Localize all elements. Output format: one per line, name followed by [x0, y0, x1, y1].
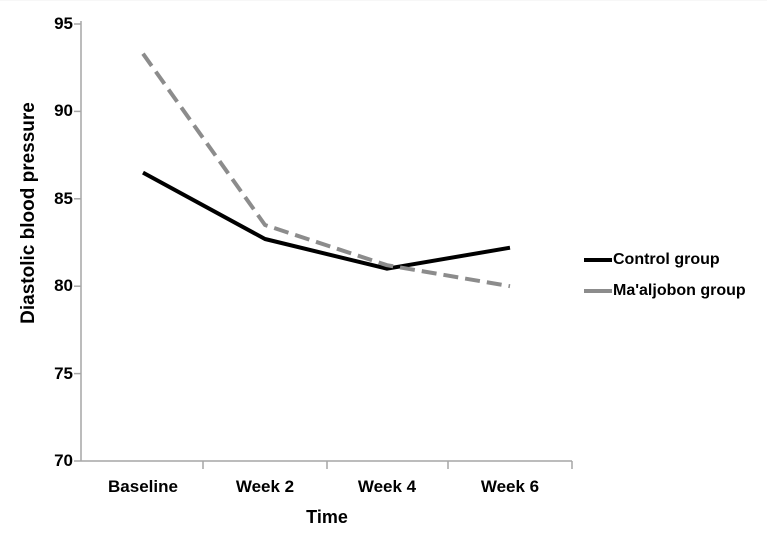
series-line-ma-aljobon-group: [141, 52, 511, 289]
legend-item-control: Control group: [584, 251, 746, 269]
y-tick-label: 80: [54, 276, 73, 295]
control-line-swatch: [584, 258, 612, 262]
y-axis-title: Diastolic blood pressure: [18, 102, 39, 324]
x-axis-title: Time: [306, 507, 348, 527]
series-line-control-group: [142, 170, 511, 271]
y-tick-label: 95: [54, 14, 73, 33]
y-tick-label: 70: [54, 451, 73, 470]
y-tick-label: 85: [54, 189, 73, 208]
legend-label-control: Control group: [613, 251, 720, 268]
y-tick-label: 75: [54, 364, 73, 383]
x-tick-label-baseline: Baseline: [108, 477, 178, 496]
x-tick-label-week6: Week 6: [480, 477, 540, 496]
legend: Control group Ma'aljobon group: [584, 251, 746, 300]
legend-item-maaljobon: Ma'aljobon group: [584, 282, 746, 300]
x-tick-label-week2: Week 2: [235, 477, 295, 496]
legend-label-maaljobon: Ma'aljobon group: [613, 282, 746, 299]
x-tick-label-week4: Week 4: [357, 477, 417, 496]
maaljobon-line-swatch: [584, 289, 612, 293]
y-tick-label: 90: [54, 101, 73, 120]
